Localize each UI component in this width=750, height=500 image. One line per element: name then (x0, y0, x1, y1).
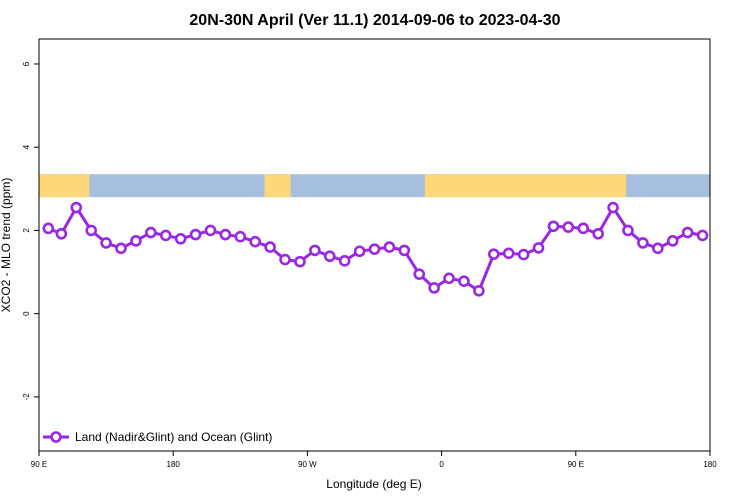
data-point (622, 224, 634, 237)
data-point (547, 220, 560, 233)
data-point (323, 250, 336, 263)
y-tick-label-2: 2 (22, 228, 31, 233)
data-point (279, 253, 291, 266)
data-point (383, 241, 396, 253)
y-axis: -2 0 2 4 6 (22, 61, 39, 400)
data-point (681, 226, 694, 239)
data-point (428, 282, 440, 294)
data-point (338, 255, 351, 267)
data-point (159, 229, 172, 242)
y-tick-label-4: 6 (22, 61, 31, 66)
data-point (309, 244, 321, 257)
data-point (666, 235, 679, 247)
y-tick-label-0: -2 (22, 393, 31, 401)
data-point (652, 242, 664, 255)
data-point (577, 222, 590, 235)
x-tick-label-4: 90 E (568, 460, 584, 469)
data-point (353, 245, 366, 258)
y-axis-label: XCO2 - MLO trend (ppm) (0, 178, 13, 313)
data-point (264, 241, 276, 253)
data-point (592, 227, 604, 240)
map-land-1 (264, 174, 291, 198)
x-tick-label-2: 90 W (298, 460, 317, 469)
x-tick-label-5: 180 (703, 460, 717, 469)
chart-title: 20N-30N April (Ver 11.1) 2014-09-06 to 2… (189, 12, 560, 29)
data-point (458, 275, 470, 288)
data-point (204, 224, 217, 237)
data-point (637, 237, 649, 249)
data-point (100, 237, 112, 249)
data-point (130, 235, 142, 247)
legend: Land (Nadir&Glint) and Ocean (Glint) (43, 430, 272, 444)
data-point (249, 235, 262, 248)
data-point (398, 244, 411, 257)
data-point (562, 221, 575, 233)
data-point (85, 224, 97, 237)
plot-frame (38, 38, 711, 452)
data-point (368, 243, 381, 255)
data-point (55, 227, 68, 240)
x-tick-label-0: 90 E (31, 460, 47, 469)
data-point (219, 228, 232, 241)
legend-marker-swatch (50, 431, 62, 443)
data-point (517, 248, 530, 261)
data-point (42, 222, 55, 235)
x-axis-label: Longitude (deg E) (326, 477, 421, 491)
data-point (294, 255, 306, 268)
data-point (189, 228, 202, 241)
x-tick-label-3: 0 (439, 460, 444, 469)
data-point (413, 268, 426, 280)
data-point (443, 272, 455, 285)
data-point (115, 242, 127, 255)
data-point (70, 201, 83, 214)
series-layer (42, 201, 709, 297)
data-point (174, 232, 187, 245)
data-point (145, 226, 157, 239)
data-point (473, 284, 485, 297)
map-land-0 (39, 174, 90, 198)
data-point (487, 248, 500, 260)
data-point (532, 242, 545, 254)
y-tick-label-1: 0 (22, 311, 31, 316)
data-point (696, 229, 709, 242)
map-strip (39, 174, 710, 198)
legend-label: Land (Nadir&Glint) and Ocean (Glint) (75, 430, 272, 444)
data-point (502, 247, 515, 260)
data-point (607, 201, 619, 214)
x-axis: 90 E 180 90 W 0 90 E 180 (31, 451, 717, 469)
map-land-2 (424, 174, 627, 198)
y-tick-label-3: 4 (22, 144, 31, 149)
data-point (234, 230, 247, 243)
x-tick-label-1: 180 (167, 460, 181, 469)
